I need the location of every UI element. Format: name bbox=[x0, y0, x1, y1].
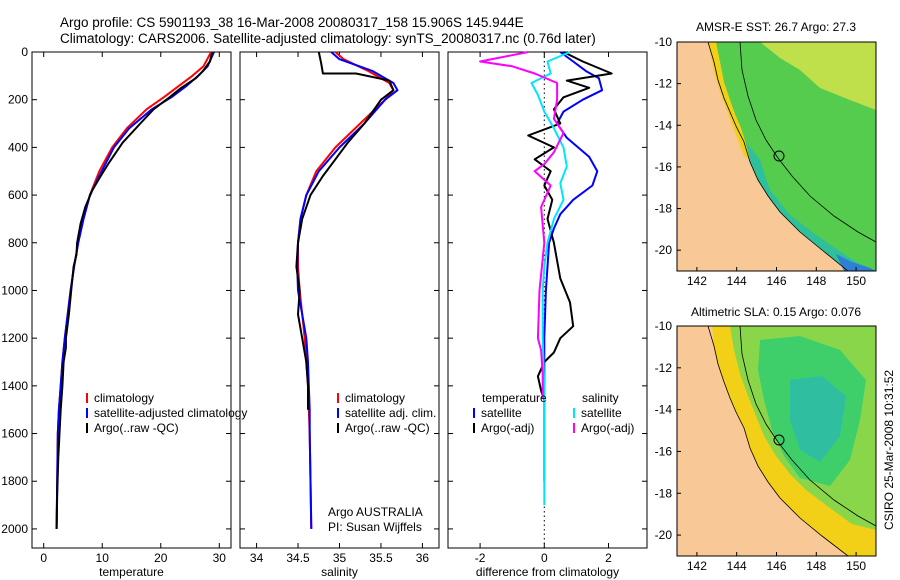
temperature-ytick-label: 400 bbox=[8, 140, 28, 154]
temperature-legend-satellite-adjusted-climatology: satellite-adjusted climatology bbox=[94, 406, 247, 420]
difference-legend-salinity-satellite: satellite bbox=[581, 406, 622, 420]
difference-xtick-label: -2 bbox=[475, 551, 486, 565]
temperature-ytick-label: 1800 bbox=[1, 474, 28, 488]
temperature-legend-argo-raw-qc: Argo(..raw -QC) bbox=[94, 421, 179, 435]
difference-series-salinity-satellite bbox=[530, 51, 571, 506]
sst-ocean-field bbox=[712, 42, 876, 271]
salinity-series-argo-raw-qc bbox=[295, 51, 395, 410]
sla-float-marker bbox=[773, 434, 785, 446]
side-label: CSIRO 25-Mar-2008 10:31:52 bbox=[882, 370, 896, 530]
difference-plot-frame bbox=[447, 51, 648, 549]
temperature-panel: 0 10 20 30 0 200 400 600 800 1000 1200 1400 1600 1800… bbox=[1, 45, 247, 579]
temperature-ytick-label: 1400 bbox=[1, 379, 28, 393]
sst-ytick-label: -16 bbox=[655, 160, 673, 174]
temperature-xlabel: temperature bbox=[99, 565, 164, 579]
temperature-plot-frame bbox=[31, 51, 232, 549]
sla-map: Altimetric SLA: 0.15 Argo: 0.076 142 144 1… bbox=[655, 305, 877, 573]
sst-map-title: AMSR-E SST: 26.7 Argo: 27.3 bbox=[696, 20, 856, 34]
figure-title-line2: Climatology: CARS2006. Satellite-adjuste… bbox=[60, 31, 596, 46]
difference-legend-salinity-salinity: salinity bbox=[582, 391, 619, 405]
salinity-annotation-line: Argo AUSTRALIA bbox=[328, 505, 423, 519]
sst-xtick-label: 142 bbox=[687, 274, 707, 288]
salinity-plot-frame bbox=[239, 51, 440, 549]
sla-xtick-label: 148 bbox=[806, 559, 826, 573]
sst-xtick-label: 144 bbox=[727, 274, 747, 288]
sst-warm-field bbox=[760, 42, 876, 110]
temperature-ytick-label: 1200 bbox=[1, 331, 28, 345]
temperature-xtick-label: 20 bbox=[154, 551, 168, 565]
difference-series-salinity-argo-adj bbox=[479, 51, 565, 398]
sla-ytick-label: -14 bbox=[655, 403, 673, 417]
temperature-legend-climatology: climatology bbox=[94, 391, 154, 405]
salinity-xtick-label: 35.5 bbox=[369, 551, 393, 565]
temperature-ytick-label: 800 bbox=[8, 236, 28, 250]
difference-xtick-label: 2 bbox=[605, 551, 612, 565]
sla-xtick-label: 142 bbox=[687, 559, 707, 573]
difference-legend-temperature-temperature: temperature bbox=[482, 391, 547, 405]
difference-legend-temperature-satellite: satellite bbox=[481, 406, 522, 420]
sst-xtick-label: 146 bbox=[766, 274, 786, 288]
sst-map-ticks: 142 144 146 148 150 -10 -12 -14 -16 -18 -20 bbox=[655, 35, 867, 288]
salinity-series-climatology bbox=[297, 51, 395, 529]
sla-xtick-label: 144 bbox=[727, 559, 747, 573]
temperature-xtick-label: 30 bbox=[213, 551, 227, 565]
sst-ytick-label: -10 bbox=[655, 35, 673, 49]
difference-series-temperature-satellite bbox=[543, 51, 604, 482]
temperature-series-satellite-adjusted-climatology bbox=[55, 51, 215, 529]
temperature-series-argo-raw-qc bbox=[55, 51, 214, 529]
difference-xtick-label: 0 bbox=[541, 551, 548, 565]
sla-map-ticks: 142 144 146 148 150 -10 -12 -14 -16 -18 -20 bbox=[655, 319, 867, 573]
sla-coastline bbox=[707, 326, 849, 556]
sst-float-marker bbox=[773, 150, 785, 162]
sst-map: AMSR-E SST: 26.7 Argo: 27.3 142 144 146 148… bbox=[655, 20, 877, 288]
difference-legend-salinity-argo-adj: Argo(-adj) bbox=[581, 421, 634, 435]
sla-peak-field bbox=[790, 376, 846, 462]
salinity-xtick-label: 34.5 bbox=[286, 551, 310, 565]
sla-reef-line bbox=[739, 326, 876, 527]
difference-xlabel: difference from climatology bbox=[476, 565, 619, 579]
sst-ytick-label: -20 bbox=[655, 243, 673, 257]
sla-ytick-label: -10 bbox=[655, 319, 673, 333]
sst-coastline bbox=[707, 42, 849, 271]
sla-map-title: Altimetric SLA: 0.15 Argo: 0.076 bbox=[691, 305, 861, 319]
salinity-annotation-line: PI: Susan Wijffels bbox=[328, 520, 422, 534]
sla-ytick-label: -20 bbox=[655, 528, 673, 542]
salinity-legend-satellite-adj-clim: satellite adj. clim. bbox=[345, 406, 436, 420]
sst-xtick-label: 148 bbox=[806, 274, 826, 288]
sst-xtick-label: 150 bbox=[846, 274, 866, 288]
salinity-legend-argo-raw-qc: Argo(..raw -QC) bbox=[345, 421, 430, 435]
temperature-xtick-label: 0 bbox=[40, 551, 47, 565]
sst-reef-line bbox=[739, 42, 876, 243]
sla-ytick-label: -12 bbox=[655, 361, 673, 375]
salinity-xtick-label: 35 bbox=[333, 551, 347, 565]
salinity-xtick-label: 36 bbox=[416, 551, 430, 565]
temperature-ytick-label: 200 bbox=[8, 93, 28, 107]
figure-title-line1: Argo profile: CS 5901193_38 16-Mar-2008 … bbox=[60, 15, 524, 30]
sla-xtick-label: 150 bbox=[846, 559, 866, 573]
salinity-series-satellite-adj-clim bbox=[296, 51, 399, 529]
sla-xtick-label: 146 bbox=[766, 559, 786, 573]
difference-legend-temperature-argo-adj: Argo(-adj) bbox=[481, 421, 534, 435]
sla-ytick-label: -16 bbox=[655, 444, 673, 458]
sst-ytick-label: -12 bbox=[655, 77, 673, 91]
temperature-ytick-label: 1600 bbox=[1, 427, 28, 441]
sla-ytick-label: -18 bbox=[655, 486, 673, 500]
sst-ytick-label: -18 bbox=[655, 202, 673, 216]
salinity-panel: 34 34.5 35 35.5 36 salinity climatologysatelli… bbox=[239, 51, 440, 579]
sst-deep-corner bbox=[836, 254, 876, 271]
temperature-ytick-label: 600 bbox=[8, 188, 28, 202]
difference-series-temperature-argo-adj bbox=[527, 51, 613, 401]
salinity-xtick-label: 34 bbox=[250, 551, 264, 565]
temperature-ytick-label: 0 bbox=[21, 45, 28, 59]
temperature-xtick-label: 10 bbox=[96, 551, 110, 565]
temperature-ytick-label: 2000 bbox=[1, 522, 28, 536]
salinity-legend-climatology: climatology bbox=[345, 391, 405, 405]
temperature-ytick-label: 1000 bbox=[1, 283, 28, 297]
sst-ytick-label: -14 bbox=[655, 118, 673, 132]
sst-coast-band bbox=[708, 42, 750, 160]
salinity-xlabel: salinity bbox=[321, 565, 358, 579]
